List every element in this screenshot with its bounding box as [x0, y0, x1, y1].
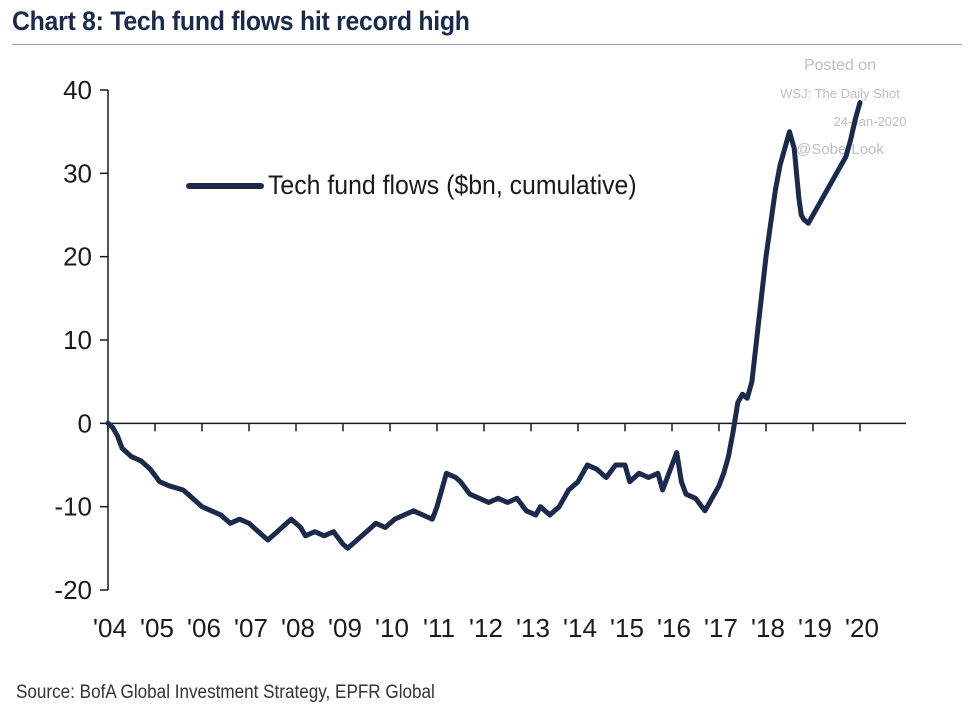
watermark: Posted on WSJ: The Daily Shot 24-Jan-202… — [740, 52, 940, 164]
y-axis: 40 30 20 10 0 -10 -20 — [54, 75, 109, 605]
x-tick-label: '16 — [657, 613, 691, 643]
y-tick-label: 30 — [63, 158, 92, 188]
y-tick-label: 20 — [63, 242, 92, 272]
x-tick-label: '20 — [845, 613, 879, 643]
x-tick-label: '08 — [281, 613, 315, 643]
watermark-line: @SoberLook — [796, 141, 884, 158]
y-tick-label: 10 — [63, 325, 92, 355]
x-tick-label: '06 — [187, 613, 221, 643]
x-tick-label: '04 — [93, 613, 127, 643]
x-tick-label: '07 — [234, 613, 268, 643]
x-tick-label: '10 — [375, 613, 409, 643]
series-layer — [105, 100, 863, 551]
watermark-line: WSJ: The Daily Shot — [780, 86, 900, 101]
legend-label: Tech fund flows ($bn, cumulative) — [268, 170, 637, 200]
x-tick-label: '05 — [140, 613, 174, 643]
y-tick-label: 40 — [63, 75, 92, 105]
legend: Tech fund flows ($bn, cumulative) — [186, 170, 669, 201]
x-tick-label: '18 — [751, 613, 785, 643]
x-tick-label: '14 — [563, 613, 597, 643]
x-tick-label: '15 — [610, 613, 644, 643]
x-tick-label: '13 — [516, 613, 550, 643]
chart-title: Chart 8: Tech fund flows hit record high — [12, 6, 470, 36]
source-note: Source: BofA Global Investment Strategy,… — [16, 682, 435, 703]
x-tick-label: '12 — [469, 613, 503, 643]
x-tick-label: '17 — [704, 613, 738, 643]
x-tick-label: '19 — [798, 613, 832, 643]
y-tick-label: 0 — [78, 408, 92, 438]
title-divider — [12, 44, 962, 45]
series-line — [105, 100, 863, 551]
watermark-line: Posted on — [803, 57, 877, 74]
x-tick-label: '11 — [423, 613, 455, 643]
y-tick-label: -10 — [54, 492, 92, 522]
x-tick-label: '09 — [328, 613, 362, 643]
legend-swatch — [186, 182, 264, 189]
y-tick-label: -20 — [54, 575, 92, 605]
x-axis: '04 '05 '06 '07 '08 '09 '10 '11 '12 '13 '14 '15 '16 '… — [93, 422, 906, 643]
